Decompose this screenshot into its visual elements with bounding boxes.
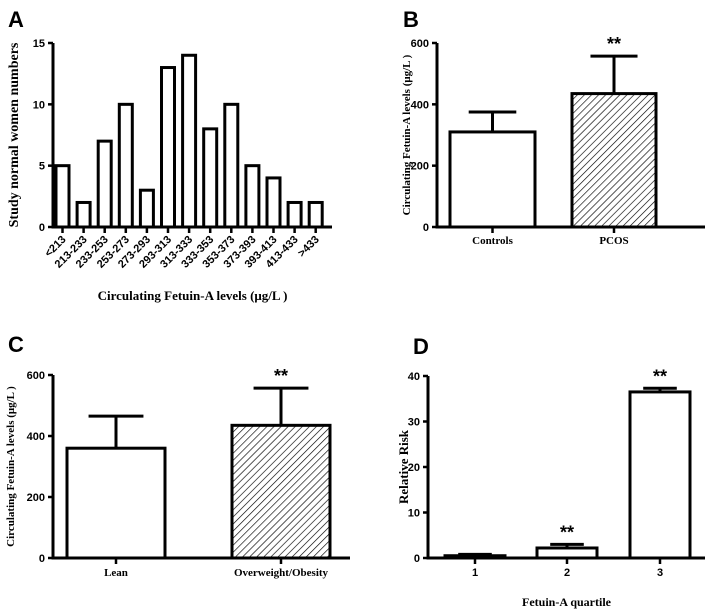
y-axis-label: Circulating Fetuin-A levels (μg/L ) <box>401 54 413 215</box>
panel-d: D 0 10 20 30 40 Relative Risk 1 2 ** 3 ** Fetuin-A q… <box>396 334 705 609</box>
bar <box>117 102 134 229</box>
y-tick-label: 200 <box>411 161 429 173</box>
panel-letter: A <box>8 7 24 32</box>
bar <box>570 92 658 229</box>
y-tick-label: 10 <box>33 99 45 111</box>
bar <box>65 446 167 560</box>
x-tick-label: >433 <box>296 234 322 260</box>
y-tick-label: 30 <box>408 417 420 429</box>
x-axis-label: Circulating Fetuin-A levels (μg/L ) <box>98 288 288 303</box>
bar <box>138 188 155 229</box>
panel-letter: C <box>8 332 24 357</box>
y-tick-label: 10 <box>408 508 420 520</box>
bar <box>223 102 240 229</box>
y-tick-label: 0 <box>39 553 45 565</box>
x-tick-label: Lean <box>104 567 128 579</box>
bar <box>286 200 303 229</box>
x-axis-label: Fetuin-A quartile <box>522 595 612 609</box>
bar <box>96 139 113 229</box>
x-tick-label: Controls <box>472 235 513 247</box>
bar <box>181 53 198 229</box>
x-tick-label: 3 <box>657 567 663 579</box>
panel-c: C 0 200 400 600 Circulating Fetuin-A levels (… <box>5 332 350 579</box>
y-axis-label: Circulating Fetuin-A levels (μg/L ) <box>5 386 17 547</box>
y-tick-label: 15 <box>33 38 45 50</box>
bar <box>448 130 537 229</box>
y-tick-label: 600 <box>411 38 429 50</box>
y-tick-label: 0 <box>39 222 45 234</box>
x-tick-label: PCOS <box>599 235 628 247</box>
panel-b: B 0 200 400 600 Circulating Fetuin-A levels (… <box>401 7 705 247</box>
x-tick-label: Overweight/Obesity <box>234 567 329 579</box>
y-axis-label: Relative Risk <box>396 429 411 504</box>
bar <box>54 164 71 229</box>
y-tick-label: 600 <box>27 370 45 382</box>
y-tick-label: 0 <box>414 553 420 565</box>
panel-letter: D <box>413 334 429 359</box>
y-tick-label: 20 <box>408 462 420 474</box>
bar <box>202 127 219 229</box>
y-tick-label: 200 <box>27 492 45 504</box>
y-axis-label: Study normal women numbers <box>7 42 22 227</box>
y-tick-label: 400 <box>27 431 45 443</box>
bar <box>443 554 507 560</box>
significance-marker: ** <box>274 366 288 386</box>
bar <box>265 176 282 229</box>
significance-marker: ** <box>607 34 621 54</box>
x-tick-label: 1 <box>472 567 478 579</box>
bar <box>230 423 332 560</box>
bar <box>535 546 599 560</box>
bar <box>244 164 261 229</box>
y-tick-label: 400 <box>411 99 429 111</box>
bar <box>307 200 324 229</box>
bar <box>75 200 92 229</box>
significance-marker: ** <box>653 366 667 386</box>
x-tick-label: 2 <box>564 567 570 579</box>
y-tick-label: 0 <box>423 222 429 234</box>
significance-marker: ** <box>560 522 574 542</box>
y-tick-label: 40 <box>408 371 420 383</box>
bar <box>628 390 692 560</box>
bar <box>160 66 176 229</box>
y-tick-label: 5 <box>39 161 45 173</box>
panel-letter: B <box>403 7 419 32</box>
